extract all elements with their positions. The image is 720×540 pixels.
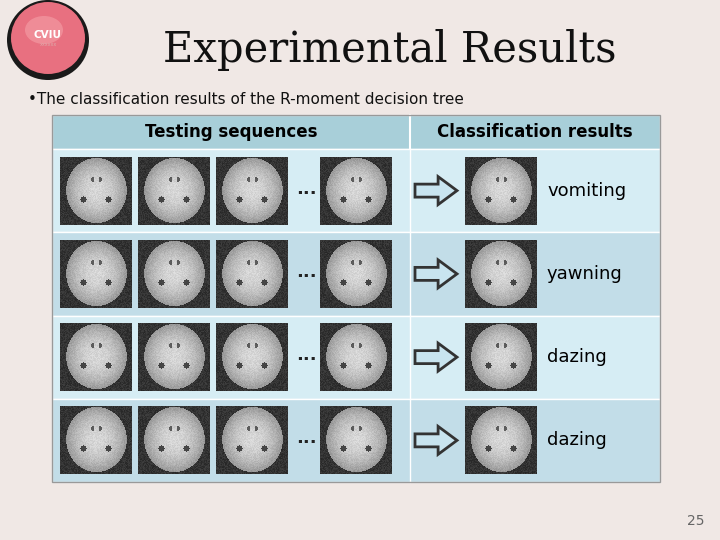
Polygon shape: [415, 427, 457, 454]
Text: ...: ...: [296, 429, 316, 447]
Ellipse shape: [7, 0, 89, 80]
Text: Classification results: Classification results: [437, 123, 633, 141]
Ellipse shape: [11, 2, 85, 74]
FancyBboxPatch shape: [52, 232, 660, 315]
Ellipse shape: [25, 16, 63, 44]
Text: yawning: yawning: [547, 265, 623, 283]
Text: Testing sequences: Testing sequences: [145, 123, 318, 141]
Text: ...: ...: [296, 180, 316, 198]
Text: vomiting: vomiting: [547, 181, 626, 200]
Text: ...: ...: [296, 346, 316, 364]
Polygon shape: [415, 177, 457, 205]
Polygon shape: [415, 343, 457, 371]
Text: xxxxxx: xxxxxx: [40, 42, 57, 46]
Text: CVIU: CVIU: [34, 30, 62, 40]
Polygon shape: [415, 260, 457, 288]
Text: ...: ...: [296, 263, 316, 281]
FancyBboxPatch shape: [52, 149, 660, 232]
FancyBboxPatch shape: [52, 315, 660, 399]
Text: 25: 25: [688, 514, 705, 528]
Text: dazing: dazing: [547, 348, 607, 366]
Text: Experimental Results: Experimental Results: [163, 29, 617, 71]
Text: •The classification results of the R-moment decision tree: •The classification results of the R-mom…: [28, 92, 464, 107]
FancyBboxPatch shape: [52, 115, 660, 149]
FancyBboxPatch shape: [52, 399, 660, 482]
Text: dazing: dazing: [547, 431, 607, 449]
